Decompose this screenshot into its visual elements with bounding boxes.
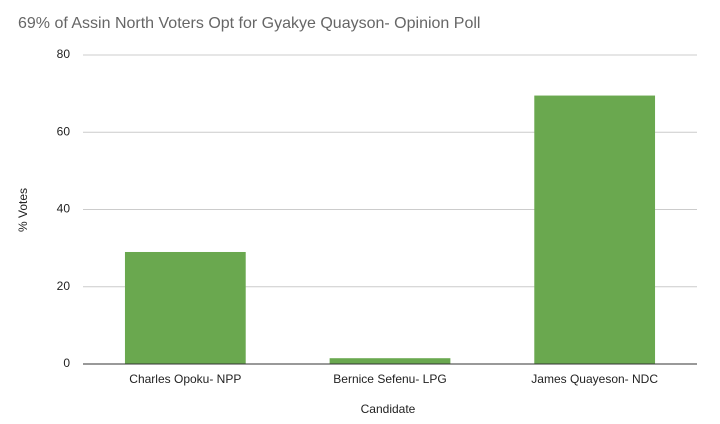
y-tick-label: 40 [57,202,71,216]
bar [329,358,451,364]
bar [124,251,246,364]
x-tick-label: James Quayeson- NDC [531,372,658,386]
y-tick-label: 20 [57,279,71,293]
y-tick-label: 60 [57,124,71,138]
x-tick-label: Charles Opoku- NPP [129,372,241,386]
y-tick-label: 0 [63,356,70,370]
chart-title: 69% of Assin North Voters Opt for Gyakye… [18,15,480,32]
y-axis-label: % Votes [16,188,30,232]
x-tick-label: Bernice Sefenu- LPG [333,372,446,386]
y-tick-label: 80 [57,47,71,61]
bar [534,95,656,365]
x-axis-label: Candidate [361,402,416,416]
